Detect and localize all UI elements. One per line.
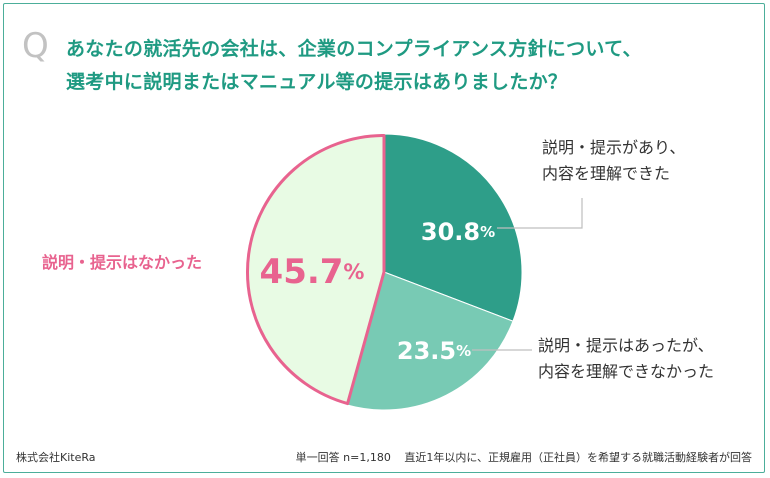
- slice-label-1: 説明・提示があり、内容を理解できた: [542, 138, 685, 183]
- q-mark: Q: [22, 26, 49, 66]
- question-title-line-1: あなたの就活先の会社は、企業のコンプライアンス方針について、: [66, 38, 642, 60]
- slice-value-3: 45.7%: [260, 252, 365, 292]
- pie-slice-3-border: [246, 134, 386, 406]
- slice-label-2: 説明・提示はあったが、内容を理解できなかった: [538, 336, 714, 381]
- sample-size: 単一回答 n=1,180: [295, 451, 391, 464]
- survey-note: 単一回答 n=1,180 直近1年以内に、正規雇用（正社員）を希望する就職活動経…: [286, 449, 752, 465]
- chart-frame: [3, 3, 765, 473]
- slice-value-1: 30.8%: [421, 218, 495, 246]
- pie-slice-2: [346, 271, 514, 411]
- question-title-line-2: 選考中に説明またはマニュアル等の提示はありましたか？: [66, 71, 568, 93]
- respondent-note: 直近1年以内に、正規雇用（正社員）を希望する就職活動経験者が回答: [404, 451, 752, 464]
- pie-slice-1: [383, 133, 523, 322]
- leader-line-1: [497, 198, 583, 229]
- slice-value-2: 23.5%: [397, 337, 471, 365]
- source-credit: 株式会社KiteRa: [16, 451, 96, 464]
- slice-label-3: 説明・提示はなかった: [42, 253, 202, 272]
- question-title: あなたの就活先の会社は、企業のコンプライアンス方針について、 選考中に説明または…: [66, 33, 642, 99]
